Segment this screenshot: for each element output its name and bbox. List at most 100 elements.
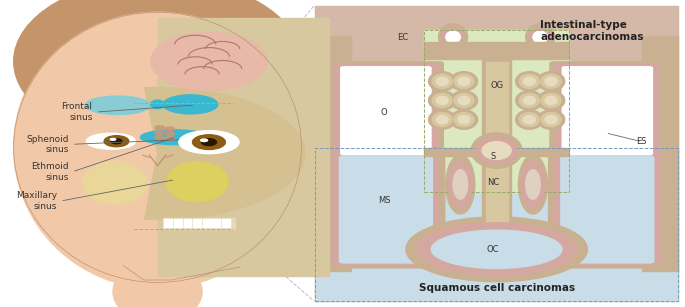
Ellipse shape — [432, 230, 562, 268]
Ellipse shape — [14, 6, 301, 289]
Ellipse shape — [450, 110, 477, 129]
Text: MS: MS — [378, 196, 390, 205]
Text: EC: EC — [397, 33, 408, 41]
FancyBboxPatch shape — [338, 155, 433, 264]
Ellipse shape — [446, 155, 475, 214]
FancyBboxPatch shape — [555, 64, 660, 158]
Ellipse shape — [165, 127, 175, 131]
Ellipse shape — [523, 96, 535, 105]
Text: Intestinal-type
adenocarcinomas: Intestinal-type adenocarcinomas — [540, 20, 644, 42]
Ellipse shape — [449, 161, 472, 208]
FancyBboxPatch shape — [548, 150, 667, 269]
Text: S: S — [490, 152, 496, 161]
FancyBboxPatch shape — [553, 153, 662, 266]
Text: NC: NC — [487, 178, 499, 188]
Ellipse shape — [436, 115, 448, 124]
Bar — [642, 36, 678, 271]
Ellipse shape — [429, 91, 456, 110]
Wedge shape — [158, 78, 312, 216]
Ellipse shape — [519, 93, 539, 107]
Ellipse shape — [533, 31, 547, 43]
Ellipse shape — [104, 136, 129, 147]
Bar — [424, 148, 569, 157]
Ellipse shape — [111, 139, 122, 144]
Ellipse shape — [516, 91, 543, 110]
Ellipse shape — [458, 115, 470, 124]
FancyBboxPatch shape — [327, 150, 445, 269]
Text: Sphenoid
sinus: Sphenoid sinus — [26, 134, 68, 154]
Text: Maxillary
sinus: Maxillary sinus — [16, 191, 57, 211]
Text: Ethmoid
sinus: Ethmoid sinus — [31, 162, 68, 182]
Bar — [174, 219, 183, 228]
Text: Frontal
sinus: Frontal sinus — [62, 102, 92, 122]
Ellipse shape — [545, 115, 557, 124]
Ellipse shape — [538, 72, 564, 91]
FancyBboxPatch shape — [560, 155, 655, 264]
Ellipse shape — [458, 96, 470, 105]
FancyBboxPatch shape — [340, 66, 432, 155]
Ellipse shape — [450, 91, 477, 110]
Text: ES: ES — [636, 137, 647, 146]
Bar — [222, 219, 231, 228]
Ellipse shape — [163, 95, 218, 114]
Ellipse shape — [201, 139, 216, 146]
Bar — [164, 219, 173, 228]
Ellipse shape — [151, 32, 267, 91]
Ellipse shape — [442, 27, 464, 47]
Ellipse shape — [453, 170, 468, 199]
Ellipse shape — [541, 93, 561, 107]
Bar — [163, 218, 235, 229]
FancyBboxPatch shape — [549, 61, 666, 160]
Ellipse shape — [516, 72, 543, 91]
Ellipse shape — [416, 223, 577, 276]
Ellipse shape — [432, 74, 452, 88]
Ellipse shape — [14, 0, 301, 144]
Ellipse shape — [450, 72, 477, 91]
Bar — [193, 219, 202, 228]
Ellipse shape — [151, 100, 164, 109]
Ellipse shape — [155, 131, 164, 134]
Bar — [424, 41, 569, 59]
Bar — [212, 219, 221, 228]
Ellipse shape — [406, 217, 588, 282]
Ellipse shape — [155, 135, 164, 139]
Ellipse shape — [446, 31, 460, 43]
Ellipse shape — [165, 137, 175, 140]
FancyBboxPatch shape — [334, 64, 438, 158]
Bar — [315, 148, 678, 301]
FancyBboxPatch shape — [332, 153, 440, 266]
Text: Squamous cell carcinomas: Squamous cell carcinomas — [419, 283, 575, 293]
Text: O: O — [381, 108, 388, 117]
Ellipse shape — [432, 113, 452, 127]
Ellipse shape — [201, 139, 208, 142]
Ellipse shape — [471, 133, 522, 168]
Ellipse shape — [523, 115, 535, 124]
Bar — [482, 59, 511, 271]
Ellipse shape — [454, 93, 474, 107]
Ellipse shape — [192, 135, 225, 150]
Bar — [315, 148, 678, 301]
Ellipse shape — [523, 77, 535, 85]
Ellipse shape — [438, 24, 468, 50]
Ellipse shape — [429, 110, 456, 129]
Ellipse shape — [83, 161, 148, 204]
Ellipse shape — [436, 77, 448, 85]
Ellipse shape — [545, 77, 557, 85]
Ellipse shape — [516, 110, 543, 129]
Ellipse shape — [86, 133, 136, 149]
Ellipse shape — [165, 132, 175, 136]
Bar — [158, 18, 329, 276]
FancyBboxPatch shape — [328, 61, 444, 160]
Ellipse shape — [454, 113, 474, 127]
Ellipse shape — [519, 74, 539, 88]
Ellipse shape — [477, 137, 516, 164]
Ellipse shape — [429, 72, 456, 91]
Ellipse shape — [454, 74, 474, 88]
Bar — [184, 219, 192, 228]
Ellipse shape — [155, 126, 164, 130]
Bar — [203, 219, 212, 228]
Text: OC: OC — [487, 245, 499, 254]
Ellipse shape — [110, 138, 116, 140]
Bar — [424, 30, 569, 192]
FancyBboxPatch shape — [562, 66, 653, 155]
